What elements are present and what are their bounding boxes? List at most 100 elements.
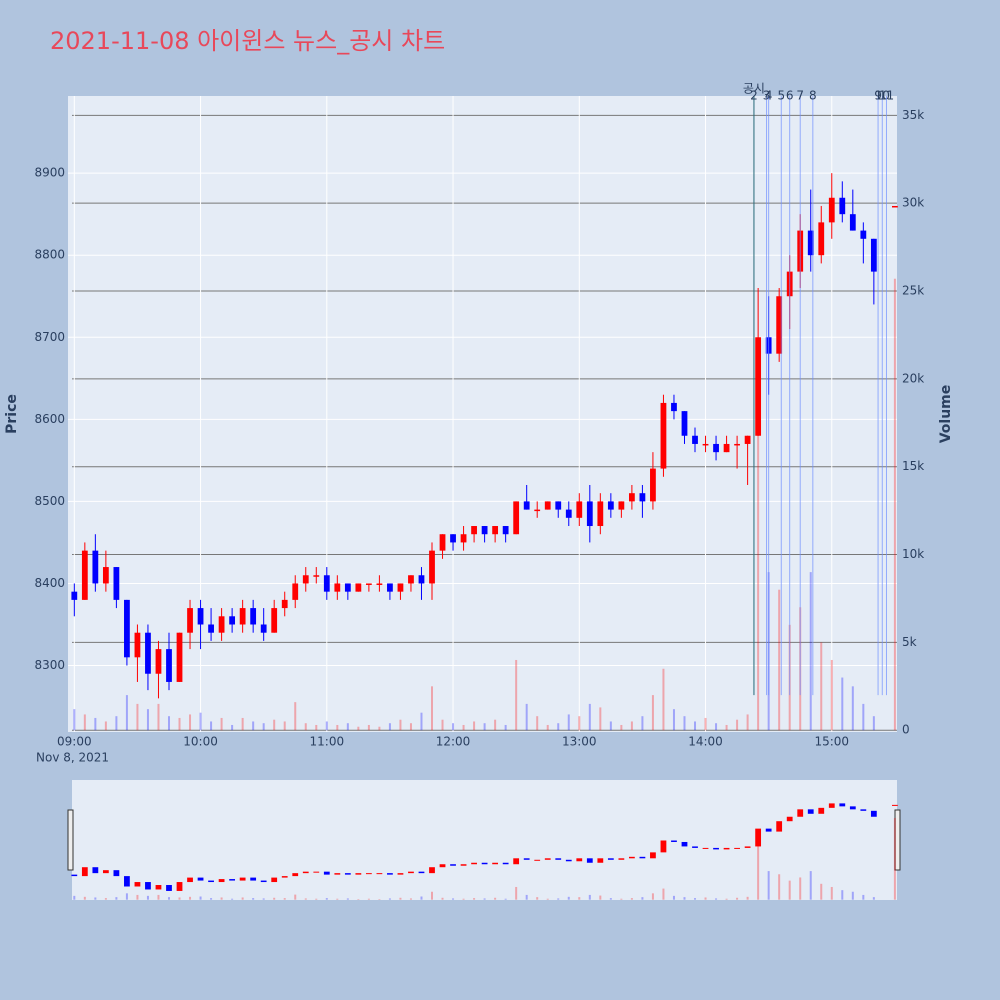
mini-candle	[92, 867, 99, 874]
candle-body	[639, 493, 646, 502]
volume-bar	[641, 716, 644, 731]
mini-volume-bar	[94, 897, 97, 900]
candle-body	[439, 534, 446, 551]
volume-bar	[620, 724, 623, 731]
x-date-label: Nov 8, 2021	[36, 751, 109, 765]
mini-volume-bar	[125, 893, 128, 900]
mini-volume-bar	[536, 897, 539, 900]
mini-candle	[408, 871, 414, 874]
volume-bar	[525, 703, 528, 731]
mini-volume-bar	[494, 897, 497, 900]
mini-candle	[481, 862, 488, 865]
mini-volume-bar	[809, 871, 812, 900]
volume-bar	[125, 695, 128, 731]
range-handle-right[interactable]	[894, 809, 901, 871]
mini-volume-bar	[273, 897, 276, 900]
mini-volume-bar	[672, 895, 675, 900]
candle-body	[155, 649, 162, 674]
mini-candle	[397, 873, 404, 875]
event-label: 8	[809, 89, 817, 103]
candle-body	[365, 583, 372, 585]
mini-candle	[197, 877, 204, 881]
candle-body	[597, 501, 604, 527]
volume-bar	[473, 721, 476, 731]
x-tick-label: 12:00	[436, 735, 471, 749]
volume-bar	[630, 721, 633, 731]
mini-volume-bar	[504, 898, 507, 900]
volume-bar	[672, 709, 675, 731]
candle-body	[208, 624, 214, 633]
mini-candle	[239, 877, 246, 881]
y-tick-label: 8300	[34, 658, 65, 672]
mini-volume-bar	[241, 897, 244, 900]
y2-axis-title: Volume	[938, 385, 954, 444]
candle-body	[71, 591, 78, 600]
mini-volume-bar	[746, 896, 749, 900]
volume-bar	[294, 702, 297, 731]
mini-candle	[460, 864, 467, 866]
mini-volume-bar	[178, 897, 181, 900]
mini-volume-bar	[473, 898, 476, 900]
mini-candle	[702, 847, 709, 849]
candle-body	[134, 632, 141, 658]
y-tick-label: 8400	[34, 576, 65, 590]
mini-volume-bar	[715, 898, 718, 900]
candle-body	[271, 608, 278, 633]
candle-body	[481, 526, 488, 535]
mini-candle	[860, 809, 867, 811]
mini-volume-bar	[294, 894, 297, 900]
volume-bar	[357, 726, 360, 731]
mini-candle	[302, 871, 309, 874]
mini-volume-bar	[778, 874, 781, 900]
mini-candle	[660, 840, 667, 853]
mini-volume-bar	[651, 893, 654, 900]
mini-candle	[323, 871, 330, 875]
mini-volume-bar	[220, 897, 223, 900]
mini-candle	[166, 885, 172, 891]
mini-volume-bar	[420, 896, 423, 900]
mini-volume-bar	[630, 898, 633, 900]
mini-candle	[134, 882, 141, 887]
volume-bar	[536, 716, 539, 731]
event-label: 4	[765, 89, 773, 103]
x-tick-label: 15:00	[814, 735, 849, 749]
candle-body	[565, 509, 572, 518]
volume-bar	[346, 723, 349, 731]
volume-bar	[220, 717, 223, 731]
candle-body	[692, 435, 698, 444]
volume-bar	[325, 721, 328, 731]
candle-body	[397, 583, 404, 592]
range-slider[interactable]	[72, 780, 897, 900]
mini-volume-bar	[557, 898, 560, 900]
mini-volume-bar	[346, 898, 349, 900]
candle-body	[471, 526, 477, 535]
mini-volume-bar	[315, 898, 318, 900]
volume-bar	[115, 716, 118, 731]
mini-candle	[260, 880, 267, 883]
candle-body	[544, 501, 551, 510]
candle-body	[618, 501, 625, 510]
mini-volume-bar	[872, 897, 875, 900]
volume-bar	[441, 719, 444, 731]
candle-body	[313, 575, 320, 577]
candle-body	[176, 632, 183, 682]
y-tick-label: 8800	[34, 248, 65, 262]
mini-volume-bar	[431, 891, 434, 900]
candle-body	[460, 534, 467, 543]
mini-candle	[187, 877, 193, 883]
candle-body	[408, 575, 414, 584]
candle-body	[113, 567, 120, 600]
mini-candle	[723, 847, 730, 850]
volume-bar	[378, 726, 381, 731]
mini-candle	[828, 803, 835, 808]
mini-candle	[786, 816, 793, 822]
candle-body	[534, 509, 541, 512]
mini-volume-bar	[325, 898, 328, 900]
mini-volume-bar	[757, 836, 760, 900]
mini-candle	[755, 828, 762, 847]
candle-body	[870, 238, 877, 272]
volume-bar	[746, 714, 749, 731]
range-handle-left[interactable]	[67, 809, 74, 871]
mini-candle	[681, 841, 688, 847]
